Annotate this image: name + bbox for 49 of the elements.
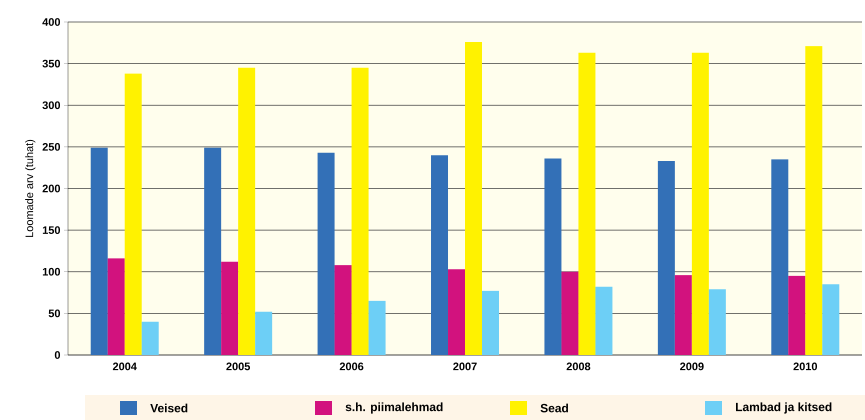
bar xyxy=(238,68,256,355)
x-tick-label: 2009 xyxy=(680,362,704,370)
y-tick-label: 150 xyxy=(42,226,60,234)
bar xyxy=(255,312,272,355)
bar xyxy=(204,148,222,355)
bar xyxy=(431,155,448,355)
bar xyxy=(448,269,466,355)
bar xyxy=(465,42,482,355)
y-tick-label: 400 xyxy=(42,18,60,26)
legend-label: Lambad ja kitsed xyxy=(736,402,832,414)
x-tick-label: 2005 xyxy=(226,362,250,370)
bar xyxy=(578,52,596,355)
bar xyxy=(595,286,612,355)
y-tick-label: 0 xyxy=(54,351,60,359)
legend-label: Veised xyxy=(150,404,188,412)
bar xyxy=(822,284,840,355)
y-tick-label: 200 xyxy=(42,184,60,192)
bar xyxy=(482,290,500,355)
y-axis-title: Loomade arv (tuhat) xyxy=(25,140,36,237)
y-tick-label: 250 xyxy=(42,143,60,151)
bar xyxy=(90,148,108,355)
bar xyxy=(771,159,788,355)
bar xyxy=(142,322,159,355)
y-tick-label: 100 xyxy=(42,268,60,276)
bar xyxy=(318,152,335,355)
bar xyxy=(352,68,369,355)
bar xyxy=(805,46,822,355)
y-tick-label: 50 xyxy=(48,310,60,318)
bar xyxy=(221,262,238,355)
bar xyxy=(544,158,562,355)
bar xyxy=(692,52,709,355)
bar xyxy=(788,276,806,355)
bar xyxy=(674,275,692,355)
legend-label: Sead xyxy=(540,404,568,412)
bar xyxy=(658,161,675,355)
x-tick-label: 2006 xyxy=(340,362,364,370)
y-tick-label: 300 xyxy=(42,101,60,110)
bar xyxy=(334,265,352,355)
bar xyxy=(124,74,142,355)
bar xyxy=(368,300,386,355)
x-tick-label: 2008 xyxy=(566,362,590,370)
bar xyxy=(708,289,726,355)
bar xyxy=(108,258,125,355)
x-tick-label: 2004 xyxy=(112,362,137,370)
bar xyxy=(561,272,578,355)
legend-label: s.h. piimalehmad xyxy=(346,402,443,414)
x-tick-label: 2010 xyxy=(793,362,818,370)
x-tick-label: 2007 xyxy=(453,362,477,370)
y-tick-label: 350 xyxy=(42,60,60,68)
